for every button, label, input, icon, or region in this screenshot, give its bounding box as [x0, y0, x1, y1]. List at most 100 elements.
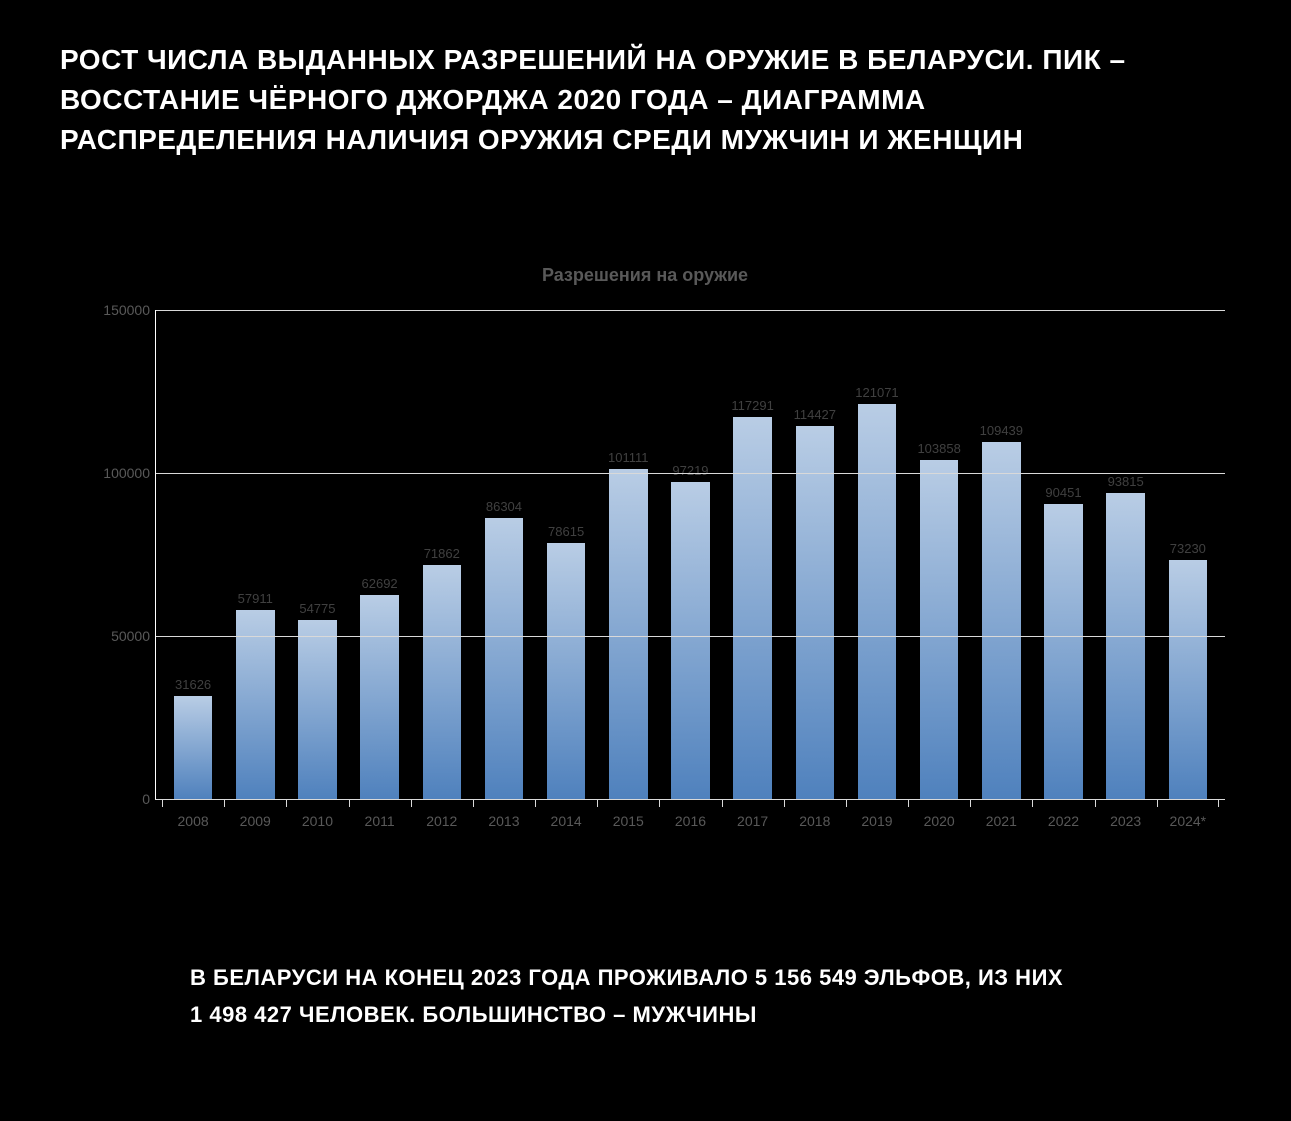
- chart-gridline: [156, 636, 1225, 637]
- chart-bar: [1106, 493, 1145, 799]
- title-line-3: РАСПРЕДЕЛЕНИЯ НАЛИЧИЯ ОРУЖИЯ СРЕДИ МУЖЧИ…: [60, 120, 1231, 160]
- chart-gridline: [156, 473, 1225, 474]
- chart-bar-value-label: 101111: [608, 450, 649, 465]
- chart-x-tick-label: 2013: [488, 813, 519, 829]
- chart-bar: [671, 482, 710, 799]
- chart-bar-slot: 1094392021: [970, 310, 1032, 799]
- chart-x-tick-label: 2020: [924, 813, 955, 829]
- chart-bar: [733, 417, 772, 799]
- chart-x-tick: [411, 799, 412, 807]
- chart-bar-slot: 938152023: [1095, 310, 1157, 799]
- chart-bar-slot: 1144272018: [784, 310, 846, 799]
- chart-x-tick: [1095, 799, 1096, 807]
- chart-y-tick-label: 50000: [70, 628, 150, 644]
- chart-bar-slot: 316262008: [162, 310, 224, 799]
- chart-x-tick: [597, 799, 598, 807]
- chart-x-tick: [535, 799, 536, 807]
- chart-x-tick-label: 2014: [551, 813, 582, 829]
- chart-y-tick-label: 0: [70, 791, 150, 807]
- chart-bar-value-label: 103858: [917, 441, 960, 456]
- footer-line-2: 1 498 427 ЧЕЛОВЕК. БОЛЬШИНСТВО – МУЖЧИНЫ: [190, 1002, 757, 1028]
- chart-x-tick-label: 2015: [613, 813, 644, 829]
- chart-x-tick: [784, 799, 785, 807]
- chart-bar-slot: 626922011: [349, 310, 411, 799]
- chart-plot-area: 3162620085791120095477520106269220117186…: [155, 310, 1225, 800]
- chart-bar-slot: 1011112015: [597, 310, 659, 799]
- chart-bar: [609, 469, 648, 799]
- chart-bars: 3162620085791120095477520106269220117186…: [156, 310, 1225, 799]
- chart-bar: [236, 610, 275, 799]
- chart-x-tick: [908, 799, 909, 807]
- chart-bar-value-label: 78615: [548, 524, 584, 539]
- chart-bar-slot: 786152014: [535, 310, 597, 799]
- chart-x-tick-label: 2011: [365, 813, 395, 829]
- chart-bar-value-label: 73230: [1170, 541, 1206, 556]
- chart-x-tick: [970, 799, 971, 807]
- chart-bar-value-label: 93815: [1108, 474, 1144, 489]
- chart-bar-value-label: 97219: [672, 463, 708, 478]
- chart-x-tick: [224, 799, 225, 807]
- chart-x-tick: [1218, 799, 1219, 807]
- chart-x-tick-label: 2012: [426, 813, 457, 829]
- chart-bar-value-label: 117291: [731, 398, 773, 413]
- chart-bar-value-label: 90451: [1045, 485, 1081, 500]
- chart-x-tick-label: 2022: [1048, 813, 1079, 829]
- chart-bar-slot: 904512022: [1032, 310, 1094, 799]
- chart-bar: [920, 460, 959, 799]
- chart-bar-slot: 547752010: [286, 310, 348, 799]
- chart-bar: [1169, 560, 1208, 799]
- chart-bar-slot: 972192016: [659, 310, 721, 799]
- chart-bar-slot: 732302024*: [1157, 310, 1219, 799]
- chart-bar: [982, 442, 1021, 799]
- chart-bar-slot: 863042013: [473, 310, 535, 799]
- chart-bar-slot: 1172912017: [722, 310, 784, 799]
- chart-bar-slot: 1038582020: [908, 310, 970, 799]
- chart-x-tick: [722, 799, 723, 807]
- chart-x-tick-label: 2017: [737, 813, 768, 829]
- chart-x-tick-label: 2016: [675, 813, 706, 829]
- chart-y-tick-label: 150000: [70, 302, 150, 318]
- chart-x-tick-label: 2024*: [1170, 813, 1207, 829]
- chart-bar-value-label: 57911: [238, 591, 273, 606]
- chart-x-tick: [659, 799, 660, 807]
- page: РОСТ ЧИСЛА ВЫДАННЫХ РАЗРЕШЕНИЙ НА ОРУЖИЕ…: [0, 0, 1291, 1121]
- chart-bar: [174, 696, 213, 799]
- chart-bar: [1044, 504, 1083, 799]
- chart-bar-slot: 579112009: [224, 310, 286, 799]
- chart-bar: [360, 595, 399, 799]
- chart-x-tick-label: 2023: [1110, 813, 1141, 829]
- chart-bar-value-label: 114427: [794, 407, 836, 422]
- chart-x-tick-label: 2018: [799, 813, 830, 829]
- chart-bar-slot: 1210712019: [846, 310, 908, 799]
- chart-bar-value-label: 86304: [486, 499, 522, 514]
- chart-x-tick: [1032, 799, 1033, 807]
- chart-x-tick: [1157, 799, 1158, 807]
- chart-bar-value-label: 31626: [175, 677, 211, 692]
- chart-gridline: [156, 310, 1225, 311]
- chart-bar-value-label: 62692: [362, 576, 398, 591]
- chart-bar: [423, 565, 462, 799]
- chart-title: Разрешения на оружие: [65, 265, 1225, 286]
- chart-x-tick-label: 2021: [986, 813, 1017, 829]
- chart-bar: [298, 620, 337, 799]
- title-line-1: РОСТ ЧИСЛА ВЫДАННЫХ РАЗРЕШЕНИЙ НА ОРУЖИЕ…: [60, 40, 1231, 80]
- chart-bar-value-label: 109439: [980, 423, 1023, 438]
- chart-x-tick-label: 2010: [302, 813, 333, 829]
- chart-bar: [547, 543, 586, 799]
- chart: Разрешения на оружие 3162620085791120095…: [65, 310, 1225, 850]
- chart-bar-slot: 718622012: [411, 310, 473, 799]
- chart-x-tick-label: 2009: [240, 813, 271, 829]
- chart-x-tick: [349, 799, 350, 807]
- chart-x-tick: [286, 799, 287, 807]
- chart-bar-value-label: 71862: [424, 546, 460, 561]
- chart-bar-value-label: 54775: [299, 601, 335, 616]
- chart-x-tick: [846, 799, 847, 807]
- title-block: РОСТ ЧИСЛА ВЫДАННЫХ РАЗРЕШЕНИЙ НА ОРУЖИЕ…: [60, 40, 1231, 160]
- chart-bar: [858, 404, 897, 799]
- chart-bar: [485, 518, 524, 799]
- chart-y-tick-label: 100000: [70, 465, 150, 481]
- chart-x-tick: [473, 799, 474, 807]
- title-line-2: ВОССТАНИЕ ЧЁРНОГО ДЖОРДЖА 2020 ГОДА – ДИ…: [60, 80, 1231, 120]
- chart-bar: [796, 426, 835, 799]
- chart-bar-value-label: 121071: [855, 385, 898, 400]
